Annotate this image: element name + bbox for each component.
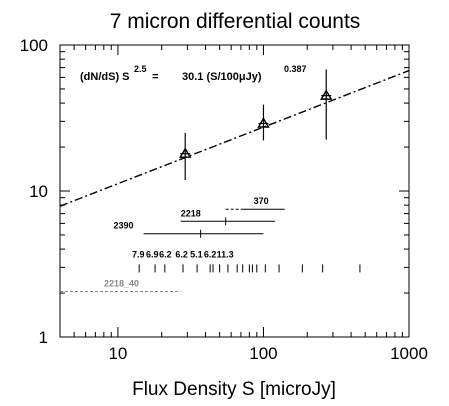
- flux-value-label: 6.2: [175, 250, 188, 260]
- data-point: [257, 117, 270, 128]
- flux-value-label: 11.3: [217, 250, 234, 260]
- equation-lhs-exponent: 2.5: [134, 64, 147, 74]
- survey-range-label: 2218: [181, 208, 201, 218]
- y-tick-label: 100: [20, 36, 48, 55]
- x-axis-label: Flux Density S [microJy]: [132, 379, 336, 400]
- y-tick-label: 1: [39, 328, 48, 347]
- x-tick-label: 100: [249, 344, 277, 363]
- survey-ranges-layer: 370 2218 2390 2218_40: [60, 196, 285, 292]
- fit-equation: (dN/dS) S 2.5 = 30.1 (S/100μJy) 0.387: [80, 64, 307, 83]
- plot-frame: [59, 44, 410, 338]
- equation-lhs: (dN/dS) S: [80, 71, 130, 83]
- y-tick-label: 10: [29, 182, 48, 201]
- flux-value-label: 7.9: [132, 250, 145, 260]
- flux-value-label: 6.9: [146, 250, 159, 260]
- survey-range-label: 370: [254, 196, 269, 206]
- minor-ticks: [59, 45, 409, 337]
- flux-ticks-layer: 7.9 6.9 6.2 6.2 5.1 6.2 11.3: [132, 250, 361, 273]
- survey-range-label: 2218_40: [104, 278, 139, 288]
- fit-line-layer: [59, 69, 410, 207]
- fit-line: [59, 69, 410, 207]
- equation-equals: =: [152, 71, 158, 83]
- flux-value-label: 5.1: [190, 250, 203, 260]
- survey-range-label: 2390: [114, 221, 134, 231]
- flux-value-label: 6.2: [204, 250, 217, 260]
- equation-rhs: 30.1 (S/100μJy): [182, 71, 262, 83]
- data-points-layer: [178, 69, 333, 180]
- data-point: [320, 89, 333, 100]
- chart-title: 7 micron differential counts: [110, 10, 361, 33]
- flux-value-label: 6.2: [159, 250, 172, 260]
- x-tick-label: 10: [108, 344, 127, 363]
- data-point: [178, 147, 192, 158]
- major-ticks: [60, 44, 410, 338]
- x-tick-label: 1000: [390, 344, 428, 363]
- equation-rhs-exponent: 0.387: [284, 64, 307, 74]
